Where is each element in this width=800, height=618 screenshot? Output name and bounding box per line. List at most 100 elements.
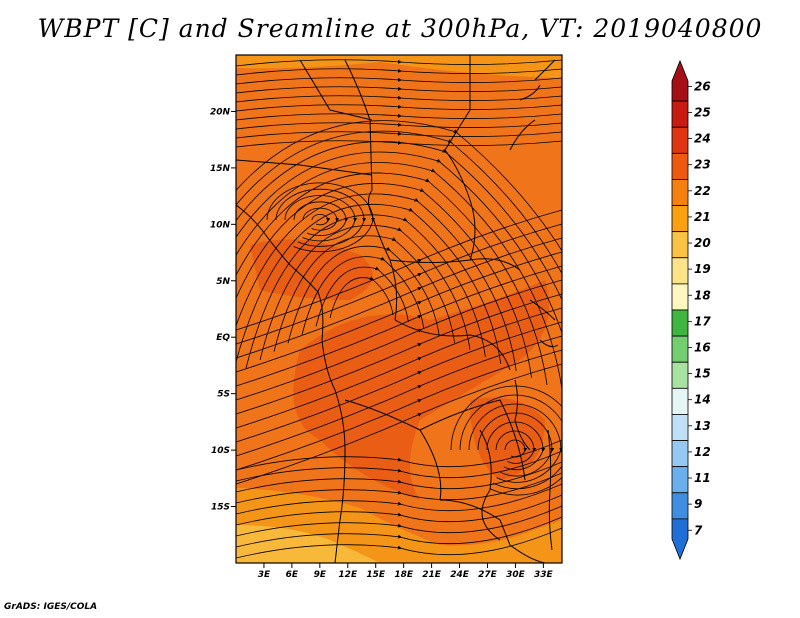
streamline — [504, 439, 528, 458]
lat-tick-label: 10S — [211, 446, 230, 456]
streamline — [236, 131, 562, 139]
lon-tick-label: 12E — [338, 570, 358, 580]
country-borders — [236, 55, 559, 563]
streamline — [245, 214, 486, 369]
streamline — [236, 450, 562, 482]
lat-tick-label: 5N — [216, 277, 230, 287]
streamline — [236, 349, 562, 471]
colorbar-label: 15 — [694, 367, 711, 381]
colorbar-label: 9 — [694, 497, 702, 511]
streamline — [236, 86, 562, 94]
streamline — [236, 193, 517, 372]
streamline — [236, 293, 562, 415]
colorbar-label: 13 — [694, 419, 711, 433]
lon-tick-label: 30E — [506, 570, 526, 580]
streamline — [236, 183, 532, 379]
colorbar-segment — [671, 414, 689, 441]
colorbar-segment — [671, 231, 689, 259]
colorbar-segment — [671, 387, 689, 415]
streamline — [236, 130, 562, 275]
colorbar-label: 7 — [694, 523, 703, 537]
wbpt-band-south-yellow — [236, 525, 380, 563]
colorbar-segment — [671, 309, 689, 337]
streamline — [236, 237, 562, 359]
colorbar-segment — [671, 492, 689, 520]
streamline — [236, 472, 562, 504]
streamline — [284, 195, 358, 242]
streamline — [236, 209, 562, 331]
colorbar-segment — [671, 205, 689, 233]
streamline — [259, 225, 471, 361]
colorbar-label: 25 — [694, 105, 711, 119]
colorbar-label: 11 — [694, 471, 711, 485]
streamline — [236, 516, 562, 548]
lon-tick-label: 9E — [314, 570, 327, 580]
lon-tick-label: 33E — [534, 570, 554, 580]
lat-tick-label: 15N — [210, 164, 231, 174]
colorbar-segment — [671, 100, 689, 128]
colorbar-segment — [671, 440, 689, 468]
streamline — [477, 412, 555, 477]
colorbar-label: 23 — [694, 158, 711, 172]
streamline — [275, 188, 367, 247]
streamline — [236, 172, 548, 386]
colorbar-label: 20 — [694, 236, 711, 250]
streamline — [236, 494, 562, 526]
streamline — [236, 223, 562, 345]
streamline — [302, 207, 340, 231]
streamline — [236, 265, 562, 387]
streamline — [236, 483, 562, 515]
streamline — [236, 141, 562, 301]
streamline — [236, 321, 562, 443]
streamline — [315, 266, 409, 327]
wbpt-core-southeast — [470, 397, 545, 480]
lat-tick-label: 15S — [211, 503, 230, 513]
colorbar-label: 16 — [694, 340, 711, 354]
colorbar-label: 21 — [694, 210, 711, 224]
streamline — [236, 104, 562, 112]
lon-tick-label: 24E — [450, 570, 470, 580]
lon-tick-label: 18E — [394, 570, 414, 580]
streamline — [236, 59, 562, 67]
streamline — [236, 505, 562, 537]
colorbar-label: 18 — [694, 288, 711, 302]
chart-title: WBPT [C] and Sreamline at 300hPa, VT: 20… — [37, 14, 763, 43]
colorbar-label: 12 — [694, 445, 711, 459]
colorbar-label: 26 — [694, 79, 711, 93]
streamline — [236, 77, 562, 85]
streamline — [236, 113, 562, 121]
colorbar-segment — [671, 257, 689, 285]
colorbar-label: 14 — [694, 393, 711, 407]
streamline — [236, 95, 562, 103]
streamline — [236, 279, 562, 401]
streamline — [236, 162, 562, 393]
streamline — [236, 527, 562, 559]
streamline — [236, 122, 562, 130]
streamline — [236, 439, 562, 471]
streamline — [450, 385, 562, 496]
colorbar-segment — [671, 179, 689, 206]
colorbar: 26 25 24 23 22 21 20 19 18 17 16 15 14 13 12 11 9 7 — [671, 59, 711, 561]
streamline — [293, 201, 349, 236]
streamline — [468, 403, 562, 483]
lon-tick-label: 27E — [478, 570, 498, 580]
streamline — [236, 68, 562, 76]
streamline — [236, 335, 562, 457]
streamline — [236, 461, 562, 493]
lon-tick-label: 21E — [422, 570, 442, 580]
streamline — [236, 203, 502, 365]
latitude-axis: 20N 15N 10N 5N EQ 5S 10S 15S — [210, 107, 236, 513]
colorbar-segment — [671, 466, 689, 494]
streamline — [486, 421, 546, 471]
streamline — [236, 140, 562, 148]
lon-tick-label: 6E — [286, 570, 299, 580]
streamlines — [236, 59, 562, 559]
streamline — [236, 151, 562, 335]
lon-tick-label: 15E — [366, 570, 386, 580]
lat-tick-label: 20N — [210, 107, 231, 117]
longitude-axis: 3E 6E 9E 12E 15E 18E 21E 24E 27E 30E 33E — [258, 563, 554, 580]
streamline — [311, 214, 331, 226]
lat-tick-label: 5S — [217, 390, 230, 400]
colorbar-segment — [671, 152, 689, 180]
colorbar-label: 24 — [694, 132, 711, 146]
